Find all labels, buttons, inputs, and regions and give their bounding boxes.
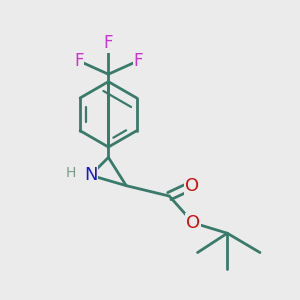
Text: F: F xyxy=(74,52,83,70)
Text: N: N xyxy=(84,166,97,184)
Text: O: O xyxy=(186,214,200,232)
Text: F: F xyxy=(134,52,143,70)
Text: H: H xyxy=(66,166,76,180)
Text: F: F xyxy=(103,34,113,52)
Text: O: O xyxy=(184,177,199,195)
